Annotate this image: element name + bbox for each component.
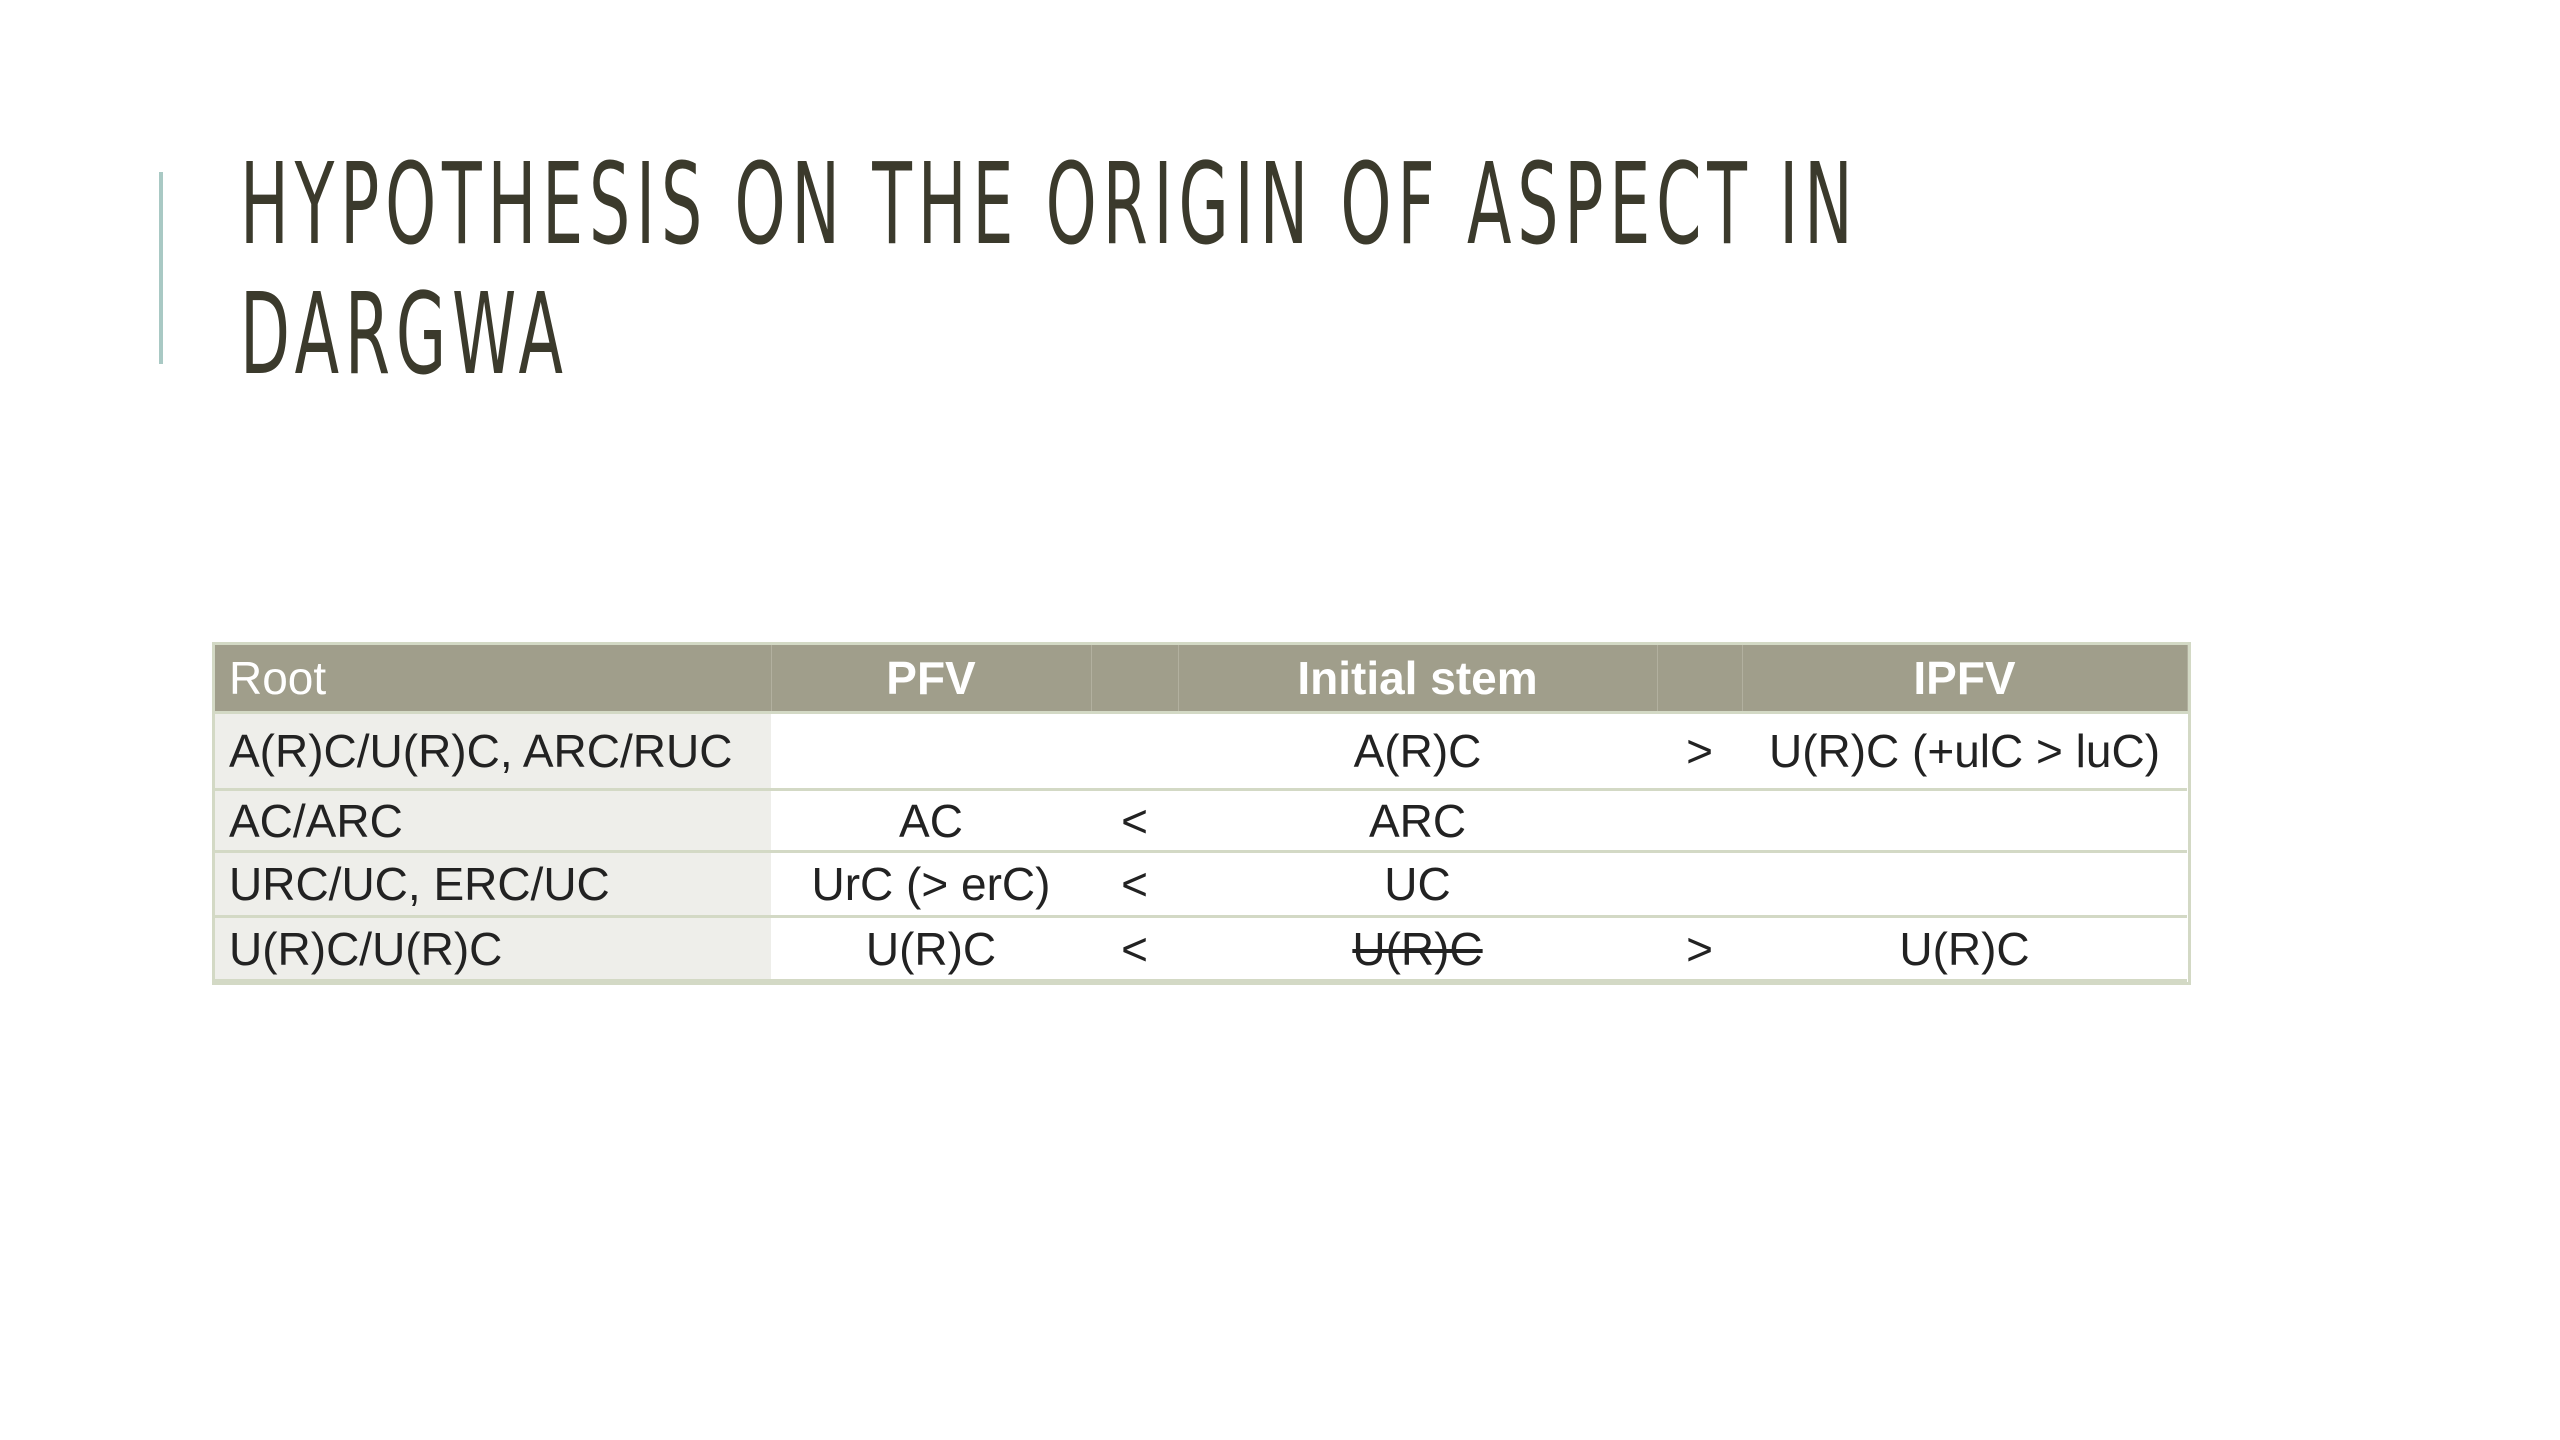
header-pfv: PFV xyxy=(771,645,1092,713)
cell-root: A(R)C/U(R)C, ARC/RUC xyxy=(215,711,771,790)
cell-pfv xyxy=(771,711,1091,790)
cell-relation: < xyxy=(1091,788,1178,852)
cell-relation: < xyxy=(1091,850,1178,917)
cell-relation: > xyxy=(1657,711,1742,790)
cell-relation: < xyxy=(1091,915,1178,982)
cell-relation xyxy=(1657,788,1742,852)
table-row: A(R)C/U(R)C, ARC/RUC A(R)C > U(R)C (+ulC… xyxy=(215,711,2187,790)
header-root: Root xyxy=(215,645,772,713)
table-row: U(R)C/U(R)C U(R)C < U(R)C > U(R)C xyxy=(215,915,2187,982)
cell-pfv: AC xyxy=(771,788,1091,852)
cell-root: URC/UC, ERC/UC xyxy=(215,850,771,917)
slide-title: HYPOTHESIS ON THE ORIGIN OF ASPECT IN DA… xyxy=(240,140,1859,400)
cell-relation xyxy=(1091,711,1178,790)
cell-initial-stem: UC xyxy=(1178,850,1657,917)
title-line-1: HYPOTHESIS ON THE ORIGIN OF ASPECT IN xyxy=(240,140,1859,270)
cell-initial-stem: A(R)C xyxy=(1178,711,1657,790)
table-row: URC/UC, ERC/UC UrC (> erC) < UC xyxy=(215,850,2187,917)
cell-pfv: U(R)C xyxy=(771,915,1091,982)
header-sep xyxy=(1091,645,1179,713)
cell-ipfv xyxy=(1742,850,2187,917)
cell-ipfv xyxy=(1742,788,2187,852)
table-row: AC/ARC AC < ARC xyxy=(215,788,2187,852)
cell-initial-stem: ARC xyxy=(1178,788,1657,852)
header-sep xyxy=(1657,645,1743,713)
aspect-table: Root PFV Initial stem IPFV A(R)C/U(R)C, … xyxy=(212,642,2191,985)
cell-initial-stem-struck: U(R)C xyxy=(1178,915,1657,982)
cell-root: U(R)C/U(R)C xyxy=(215,915,771,982)
cell-ipfv: U(R)C xyxy=(1742,915,2187,982)
table-header-row: Root PFV Initial stem IPFV xyxy=(215,645,2188,713)
cell-root: AC/ARC xyxy=(215,788,771,852)
header-initial-stem: Initial stem xyxy=(1178,645,1658,713)
title-accent-bar xyxy=(159,172,163,364)
title-line-2: DARGWA xyxy=(240,270,569,400)
cell-ipfv: U(R)C (+ulC > luC) xyxy=(1742,711,2187,790)
header-ipfv: IPFV xyxy=(1742,645,2188,713)
cell-pfv: UrC (> erC) xyxy=(771,850,1091,917)
cell-relation: > xyxy=(1657,915,1742,982)
cell-relation xyxy=(1657,850,1742,917)
